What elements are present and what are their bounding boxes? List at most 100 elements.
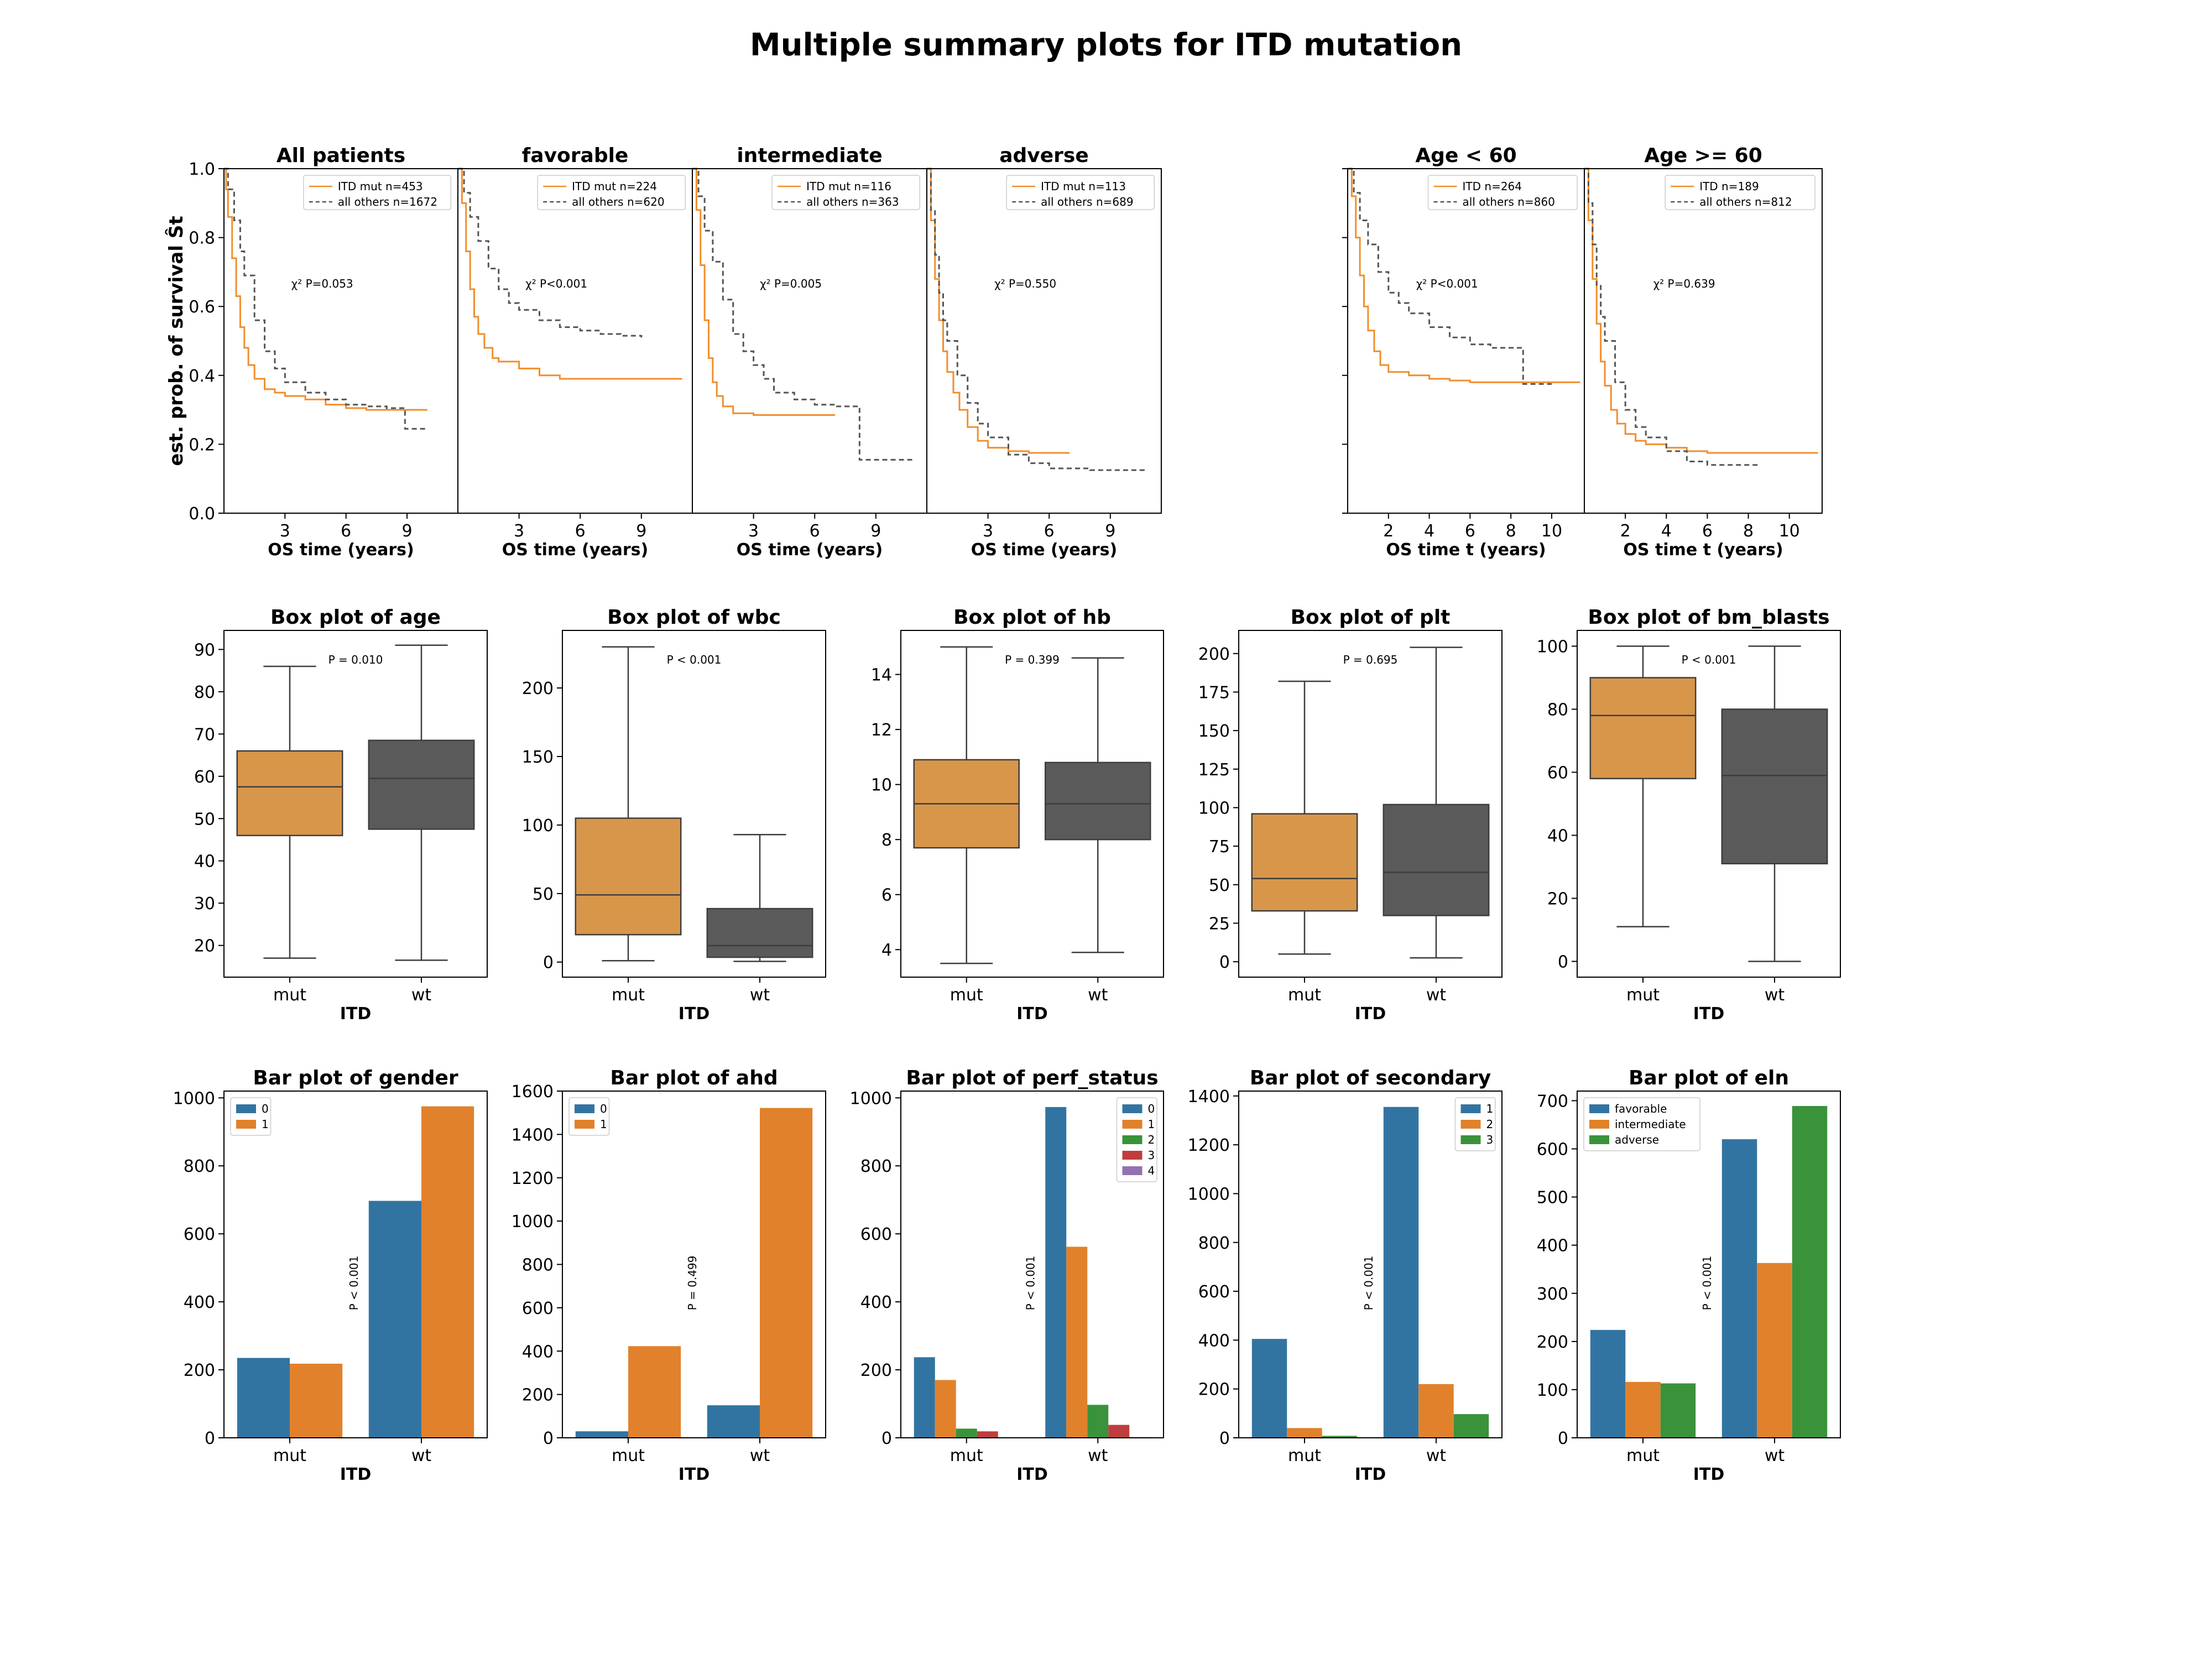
x-axis-label: ITD — [1016, 1465, 1048, 1484]
box-iqr — [706, 907, 813, 958]
legend: ITD mut n=116 all others n=363 — [771, 175, 921, 210]
y-tick-label: 1400 — [1188, 1087, 1230, 1107]
x-tick-label: mut — [612, 985, 645, 1005]
legend: ITD mut n=453 all others n=1672 — [303, 175, 452, 210]
y-tick-label: 100 — [1537, 1381, 1568, 1400]
bar-0-wt — [707, 1405, 760, 1438]
x-axis-label: OS time (years) — [971, 540, 1117, 560]
x-tick-label: mut — [1626, 1446, 1660, 1465]
survival-plot-adverse: adverse 3 6 9OS time (years) χ² P=0.550 ITD m… — [926, 144, 1162, 560]
y-tick-label: 175 — [1198, 683, 1230, 702]
legend-label: 3 — [1486, 1133, 1494, 1146]
legend-box — [1006, 175, 1155, 210]
x-axis-label: ITD — [1355, 1465, 1386, 1484]
x-tick-label: mut — [273, 1446, 306, 1465]
legend-label: ITD n=264 — [1463, 180, 1522, 193]
y-tick-label: 10 — [871, 776, 892, 795]
x-axis-label: OS time (years) — [268, 540, 414, 560]
x-tick-label: 9 — [636, 521, 646, 541]
bar-plot-ahd: Bar plot of ahd0200400600800100012001400… — [512, 1067, 826, 1484]
bar-1-mut — [628, 1346, 681, 1438]
y-tick-label: 600 — [522, 1299, 554, 1318]
legend-label: all others n=363 — [806, 195, 899, 208]
p-value-annotation: χ² P=0.639 — [1653, 277, 1715, 290]
x-tick-label: 6 — [1465, 521, 1475, 541]
y-tick-label: 40 — [1547, 827, 1568, 846]
y-tick-label: 8 — [881, 831, 892, 850]
x-axis-label: ITD — [1693, 1004, 1725, 1024]
bar-2-wt — [1418, 1384, 1454, 1438]
legend-label: ITD mut n=116 — [806, 180, 891, 193]
x-tick-label: 8 — [1506, 521, 1516, 541]
y-tick-label: 200 — [522, 1386, 554, 1405]
bar-2-mut — [956, 1428, 977, 1438]
y-tick-label: 0 — [205, 1429, 215, 1448]
bar-3-wt — [1108, 1425, 1130, 1438]
x-tick-label: wt — [750, 985, 770, 1005]
legend-swatch — [1122, 1120, 1142, 1129]
x-tick-label: 9 — [401, 521, 412, 541]
legend-box — [537, 175, 686, 210]
legend-label: all others n=1672 — [338, 195, 437, 208]
y-tick-label: 400 — [522, 1342, 554, 1361]
y-tick-label: 50 — [533, 885, 554, 904]
p-value-annotation: χ² P=0.053 — [291, 277, 353, 290]
y-tick-label: 1000 — [1188, 1185, 1230, 1204]
y-tick-label: 50 — [194, 810, 215, 829]
y-tick-label: 400 — [860, 1293, 892, 1312]
plot-frame — [1347, 168, 1585, 514]
box-iqr — [1251, 813, 1358, 912]
x-axis-label: ITD — [340, 1465, 372, 1484]
bar-adverse-mut — [1660, 1383, 1696, 1438]
bar-0-mut — [914, 1357, 935, 1438]
legend-label: 4 — [1148, 1164, 1155, 1177]
y-tick-label: 700 — [1537, 1092, 1568, 1111]
p-value-annotation: P = 0.499 — [686, 1256, 699, 1311]
plot-frame — [1238, 630, 1503, 978]
legend-label: ITD mut n=453 — [338, 180, 423, 193]
survival-plot-all-patients: All patients 3 6 9OS time (years) 0.0 0.2 0.4 0… — [165, 144, 458, 560]
bar-plot-perf-status: Bar plot of perf_status 0 200 400 600 800 1000… — [850, 1067, 1164, 1484]
y-tick-label: 300 — [1537, 1285, 1568, 1304]
x-tick-label: 6 — [341, 521, 351, 541]
plot-title: intermediate — [737, 144, 882, 167]
y-axis-label: est. prob. of survival Ŝt — [165, 216, 187, 466]
x-tick-label: wt — [411, 985, 432, 1005]
survival-curve-others — [458, 168, 643, 338]
x-axis-label: ITD — [1355, 1004, 1386, 1024]
y-tick-label: 75 — [1209, 837, 1230, 857]
legend-swatch — [1460, 1104, 1481, 1113]
y-tick-label: 60 — [1547, 764, 1568, 783]
bar-plot-secondary: Bar plot of secondary0200400600800100012… — [1188, 1067, 1503, 1484]
bar-3-mut — [977, 1431, 998, 1438]
legend-label: 0 — [1148, 1102, 1155, 1115]
survival-curve-others — [927, 168, 1147, 471]
legend: 01 — [230, 1097, 272, 1136]
y-tick-label: 1000 — [850, 1089, 892, 1108]
box-iqr — [575, 817, 682, 936]
x-tick-label: mut — [612, 1446, 645, 1465]
p-value-annotation: P < 0.001 — [667, 653, 722, 666]
legend-swatch — [1460, 1135, 1481, 1144]
y-tick-label: 1200 — [1188, 1136, 1230, 1155]
legend-swatch — [1122, 1151, 1142, 1160]
x-tick-label: 4 — [1661, 521, 1672, 541]
x-tick-label: wt — [411, 1446, 432, 1465]
x-axis-label: ITD — [679, 1465, 710, 1484]
plot-title: Age < 60 — [1415, 144, 1516, 167]
y-tick-label: 50 — [1209, 876, 1230, 895]
bar-3-mut — [1322, 1436, 1358, 1438]
y-tick-label: 800 — [184, 1157, 215, 1176]
y-tick-label: 600 — [1198, 1282, 1230, 1302]
legend: favorable intermediate adverse — [1583, 1097, 1700, 1151]
figure-title: Multiple summary plots for ITD mutation — [750, 27, 1462, 63]
bar-favorable-mut — [1590, 1329, 1626, 1438]
box-wt — [1383, 646, 1490, 959]
x-axis-label: ITD — [1016, 1004, 1048, 1024]
legend-swatch — [236, 1104, 256, 1113]
legend-box — [1665, 175, 1815, 210]
legend-label: 1 — [1148, 1118, 1155, 1131]
legend: 0 1 2 3 4 — [1116, 1097, 1157, 1182]
